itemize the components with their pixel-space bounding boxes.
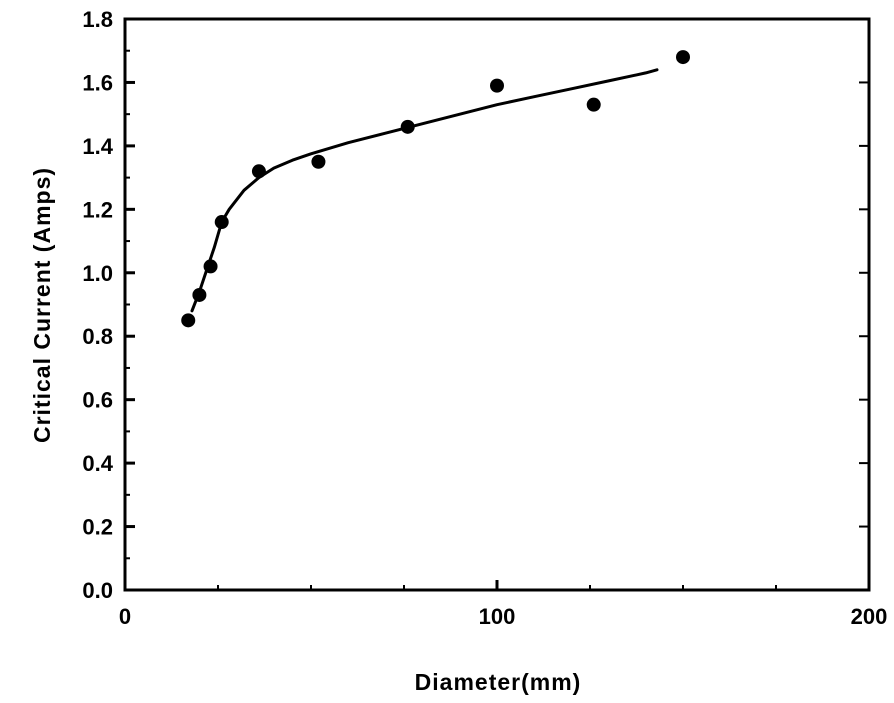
data-point [490,78,504,93]
y-tick-label: 0.6 [82,388,113,413]
data-point [586,97,601,112]
fit-curve [190,68,659,313]
y-tick-label: 0.8 [82,324,113,349]
data-point [214,215,229,230]
y-tick-label: 1.8 [82,7,113,32]
data-point [400,119,415,134]
x-axis: 0 100 200 [119,580,887,629]
data-point [676,50,690,65]
data-point [311,154,326,169]
y-axis-label: Critical Current (Amps) [29,167,55,443]
data-point [251,164,266,179]
x-axis-label: Diameter(mm) [415,669,582,695]
x-tick-label: 100 [479,604,516,629]
data-point [181,313,196,328]
y-tick-label: 1.4 [82,134,113,159]
y-tick-label: 0.2 [82,515,113,540]
x-tick-label: 0 [119,604,131,629]
data-point [203,259,218,274]
y-tick-label: 1.2 [82,197,113,222]
x-tick-label: 200 [851,604,888,629]
y-tick-label: 1.0 [82,261,113,286]
y-tick-label: 1.6 [82,70,113,95]
data-points [181,50,690,328]
y-tick-label: 0.4 [82,451,113,476]
y-axis: 0.0 0.2 0.4 0.6 0.8 1.0 1.2 1.4 1.6 1.8 [82,7,869,603]
y-tick-label: 0.0 [82,578,113,603]
fit-curve-layer [190,68,659,313]
data-point [192,287,207,302]
